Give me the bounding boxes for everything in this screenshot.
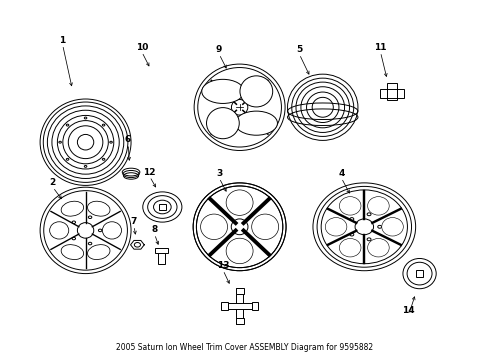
Ellipse shape — [235, 111, 277, 135]
Ellipse shape — [367, 238, 388, 257]
Text: 4: 4 — [337, 169, 344, 178]
Ellipse shape — [206, 108, 239, 139]
Bar — [380, 89, 403, 98]
Bar — [251, 302, 258, 310]
Ellipse shape — [339, 238, 360, 257]
Text: 14: 14 — [402, 306, 414, 315]
Ellipse shape — [202, 79, 244, 103]
Ellipse shape — [87, 245, 110, 260]
Text: 2005 Saturn Ion Wheel Trim Cover ASSEMBLY Diagram for 9595882: 2005 Saturn Ion Wheel Trim Cover ASSEMBL… — [116, 343, 372, 352]
Ellipse shape — [367, 197, 388, 215]
Text: 3: 3 — [216, 169, 222, 178]
Ellipse shape — [225, 238, 253, 264]
Text: 7: 7 — [130, 217, 137, 226]
Ellipse shape — [325, 217, 346, 236]
Ellipse shape — [61, 245, 83, 260]
Bar — [236, 288, 243, 324]
Ellipse shape — [200, 214, 227, 239]
Bar — [386, 83, 397, 100]
Text: 2: 2 — [50, 178, 56, 187]
Text: 13: 13 — [216, 261, 229, 270]
Bar — [155, 248, 167, 253]
Bar — [415, 270, 422, 277]
Text: 6: 6 — [125, 135, 131, 144]
Ellipse shape — [87, 201, 110, 216]
Bar — [221, 303, 258, 309]
Ellipse shape — [339, 197, 360, 215]
Text: 10: 10 — [135, 43, 148, 52]
Bar — [157, 253, 165, 264]
Ellipse shape — [225, 190, 253, 215]
Text: 1: 1 — [60, 36, 65, 45]
Ellipse shape — [61, 201, 83, 216]
Text: 8: 8 — [151, 225, 157, 234]
Ellipse shape — [102, 222, 121, 239]
Bar — [235, 288, 243, 294]
Bar — [235, 318, 243, 324]
Ellipse shape — [50, 222, 69, 239]
Text: 9: 9 — [215, 45, 222, 54]
Text: 12: 12 — [143, 167, 156, 176]
Bar — [221, 302, 227, 310]
Ellipse shape — [251, 214, 278, 239]
Ellipse shape — [381, 217, 403, 236]
Text: 11: 11 — [373, 43, 386, 52]
Bar — [159, 204, 165, 210]
Text: 5: 5 — [296, 45, 302, 54]
Ellipse shape — [240, 76, 272, 107]
